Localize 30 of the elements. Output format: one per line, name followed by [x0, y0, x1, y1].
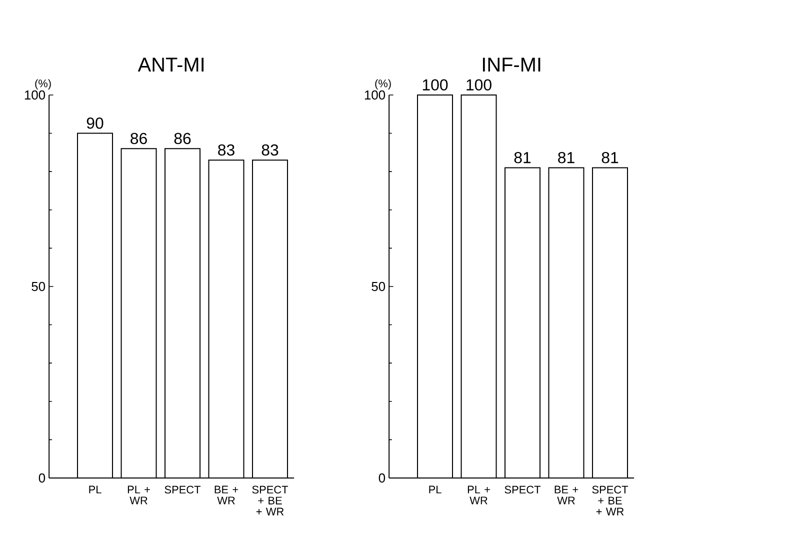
- data-label: 86: [174, 132, 191, 144]
- y-tick-label: 0: [38, 473, 46, 483]
- y-axis-title: (%): [375, 79, 391, 90]
- y-tick-label: 100: [364, 90, 386, 100]
- y-tick-label: 0: [378, 473, 386, 483]
- chart-title: INF-MI: [482, 58, 540, 72]
- data-label: 90: [86, 118, 104, 129]
- x-tick-label: PL + WR: [128, 486, 150, 504]
- x-tick-label: SPECT + BE + WR: [592, 486, 628, 516]
- data-label: 100: [422, 79, 448, 90]
- y-tick-label: 50: [372, 282, 386, 292]
- y-axis-title: (%): [35, 79, 51, 90]
- x-tick-label: SPECT: [504, 486, 541, 494]
- x-tick-label: PL: [429, 486, 442, 494]
- data-label: 83: [218, 144, 234, 156]
- data-label: 100: [466, 79, 492, 90]
- x-tick-label: SPECT: [164, 486, 201, 494]
- x-tick-label: SPECT + BE + WR: [252, 486, 288, 516]
- x-tick-label: BE + WR: [214, 486, 238, 504]
- x-tick-label: PL: [89, 486, 102, 494]
- data-label: 86: [130, 132, 147, 144]
- y-tick-label: 50: [32, 282, 46, 292]
- data-label: 81: [558, 152, 574, 164]
- chart-title: ANT-MI: [138, 58, 204, 72]
- data-label: 81: [602, 152, 618, 164]
- x-tick-label: PL + WR: [468, 486, 490, 504]
- x-tick-label: BE + WR: [554, 486, 578, 504]
- y-tick-label: 100: [24, 90, 46, 100]
- data-label: 81: [514, 152, 531, 164]
- data-label: 83: [262, 144, 278, 156]
